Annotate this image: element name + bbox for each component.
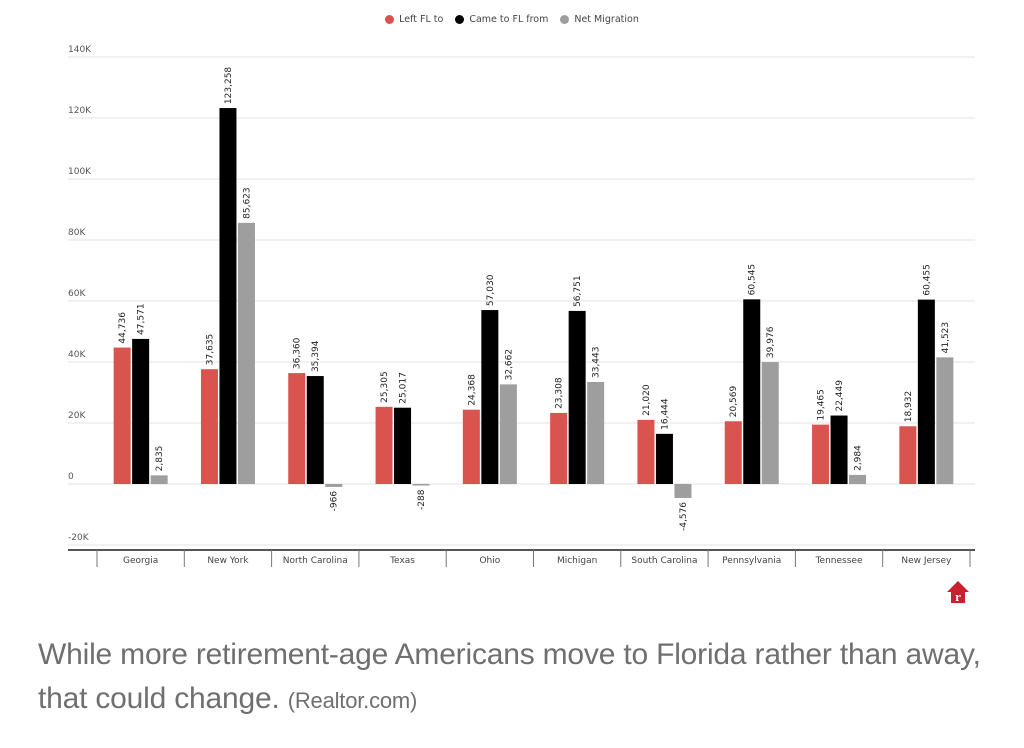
y-tick-label-20k: 20K (68, 411, 86, 421)
x-tick-label-tennessee: Tennessee (815, 556, 863, 566)
data-label-net-migration-texas: -288 (417, 489, 427, 510)
y-tick-label-120k: 120K (68, 106, 92, 116)
chart-canvas: 140K 120K 100K 80K 60K 40K 20K 0 -20K Georgia 44,7… (68, 45, 975, 567)
data-label-came-to-fl-from-michigan: 56,751 (573, 275, 583, 307)
legend-item-came-to-fl: Came to FL from (455, 14, 548, 25)
bar-came-to-fl-from-pennsylvania (743, 299, 761, 484)
bar-net-migration-ohio (499, 384, 517, 484)
x-tick-label-texas: Texas (389, 556, 415, 566)
bar-came-to-fl-from-new-jersey (917, 299, 935, 484)
y-tick-label-140k: 140K (68, 45, 92, 55)
data-label-left-fl-to-texas: 25,305 (380, 371, 390, 403)
bar-came-to-fl-from-new-york (219, 108, 237, 484)
data-label-came-to-fl-from-new-york: 123,258 (224, 67, 234, 104)
caption-source: (Realtor.com) (287, 688, 418, 713)
legend-label-left-fl: Left FL to (399, 14, 444, 25)
bar-net-migration-south-carolina (674, 484, 692, 498)
bar-left-fl-to-michigan (550, 412, 568, 484)
data-label-came-to-fl-from-texas: 25,017 (399, 372, 409, 404)
bar-net-migration-georgia (150, 475, 168, 484)
data-label-net-migration-south-carolina: -4,576 (679, 502, 689, 531)
y-tick-label-80k: 80K (68, 228, 86, 238)
bar-left-fl-to-ohio (462, 409, 480, 484)
bar-net-migration-michigan (587, 381, 605, 484)
bar-net-migration-tennessee (849, 474, 867, 484)
data-label-came-to-fl-from-pennsylvania: 60,545 (748, 264, 758, 296)
data-label-net-migration-north-carolina: -966 (330, 491, 340, 512)
legend-swatch-net-migration (560, 15, 570, 24)
bar-net-migration-pennsylvania (761, 362, 779, 484)
bar-net-migration-north-carolina (325, 484, 343, 487)
legend-item-left-fl: Left FL to (385, 14, 443, 25)
y-tick-label-0: 0 (68, 472, 74, 482)
bar-net-migration-texas (412, 484, 430, 486)
data-label-net-migration-ohio: 32,662 (504, 349, 514, 380)
data-label-came-to-fl-from-new-jersey: 60,455 (922, 264, 932, 296)
data-label-left-fl-to-tennessee: 19,465 (817, 389, 827, 421)
y-tick-label--20k: -20K (68, 533, 90, 543)
x-tick-label-pennsylvania: Pennsylvania (722, 556, 781, 566)
bar-came-to-fl-from-texas (394, 407, 412, 484)
data-label-left-fl-to-north-carolina: 36,360 (293, 337, 303, 369)
data-label-came-to-fl-from-georgia: 47,571 (137, 303, 147, 335)
caption-text: While more retirement-age Americans move… (38, 638, 981, 715)
realtor-logo-icon: r (947, 581, 969, 604)
chart: Left FL to Came to FL from Net Migration… (0, 14, 1024, 567)
data-label-net-migration-new-york: 85,623 (242, 187, 252, 219)
caption: While more retirement-age Americans move… (38, 633, 998, 723)
y-tick-label-100k: 100K (68, 167, 92, 177)
bar-left-fl-to-texas (375, 406, 393, 484)
realtor-logo-glyph: r (955, 589, 961, 604)
data-label-came-to-fl-from-tennessee: 22,449 (835, 380, 845, 412)
legend-item-net-migration: Net Migration (560, 14, 639, 25)
y-tick-label-60k: 60K (68, 289, 86, 299)
bar-came-to-fl-from-south-carolina (655, 433, 673, 484)
data-label-came-to-fl-from-north-carolina: 35,394 (311, 340, 321, 372)
data-label-left-fl-to-new-jersey: 18,932 (904, 391, 914, 423)
data-label-left-fl-to-georgia: 44,736 (118, 312, 128, 344)
legend: Left FL to Came to FL from Net Migration (0, 14, 1024, 25)
data-label-came-to-fl-from-south-carolina: 16,444 (660, 398, 670, 430)
bar-left-fl-to-new-york (200, 369, 218, 484)
bar-left-fl-to-tennessee (812, 424, 830, 484)
bar-net-migration-new-york (237, 222, 255, 484)
legend-label-net-migration: Net Migration (574, 14, 639, 25)
data-label-net-migration-pennsylvania: 39,976 (766, 326, 776, 358)
data-label-came-to-fl-from-ohio: 57,030 (486, 274, 496, 306)
bar-left-fl-to-georgia (113, 347, 131, 484)
x-tick-label-michigan: Michigan (557, 556, 597, 566)
data-label-net-migration-michigan: 33,443 (592, 346, 602, 378)
x-tick-label-north-carolina: North Carolina (283, 556, 348, 566)
data-label-left-fl-to-ohio: 24,368 (467, 374, 477, 406)
bar-came-to-fl-from-north-carolina (306, 376, 324, 484)
bar-left-fl-to-new-jersey (899, 426, 917, 484)
data-label-left-fl-to-pennsylvania: 20,569 (729, 385, 739, 417)
bar-left-fl-to-south-carolina (637, 419, 655, 484)
data-label-left-fl-to-south-carolina: 21,020 (642, 384, 652, 416)
y-tick-label-40k: 40K (68, 350, 86, 360)
bar-came-to-fl-from-tennessee (830, 415, 848, 484)
bar-came-to-fl-from-michigan (568, 310, 586, 484)
data-label-net-migration-tennessee: 2,984 (854, 445, 864, 471)
data-label-left-fl-to-new-york: 37,635 (205, 334, 215, 366)
legend-swatch-left-fl (385, 15, 395, 24)
bar-left-fl-to-north-carolina (288, 373, 306, 484)
x-tick-label-georgia: Georgia (123, 556, 158, 566)
x-tick-label-new-york: New York (207, 556, 249, 566)
data-label-net-migration-georgia: 2,835 (155, 446, 165, 472)
bar-came-to-fl-from-georgia (132, 338, 150, 484)
legend-label-came-to-fl: Came to FL from (469, 14, 549, 25)
x-tick-label-south-carolina: South Carolina (631, 556, 697, 566)
legend-swatch-came-to-fl (455, 15, 465, 24)
bar-net-migration-new-jersey (936, 357, 954, 484)
x-tick-label-new-jersey: New Jersey (901, 556, 952, 566)
data-label-net-migration-new-jersey: 41,523 (941, 322, 951, 354)
bar-came-to-fl-from-ohio (481, 310, 499, 484)
x-tick-label-ohio: Ohio (479, 556, 500, 566)
data-label-left-fl-to-michigan: 23,308 (555, 377, 565, 409)
bar-left-fl-to-pennsylvania (724, 421, 742, 484)
